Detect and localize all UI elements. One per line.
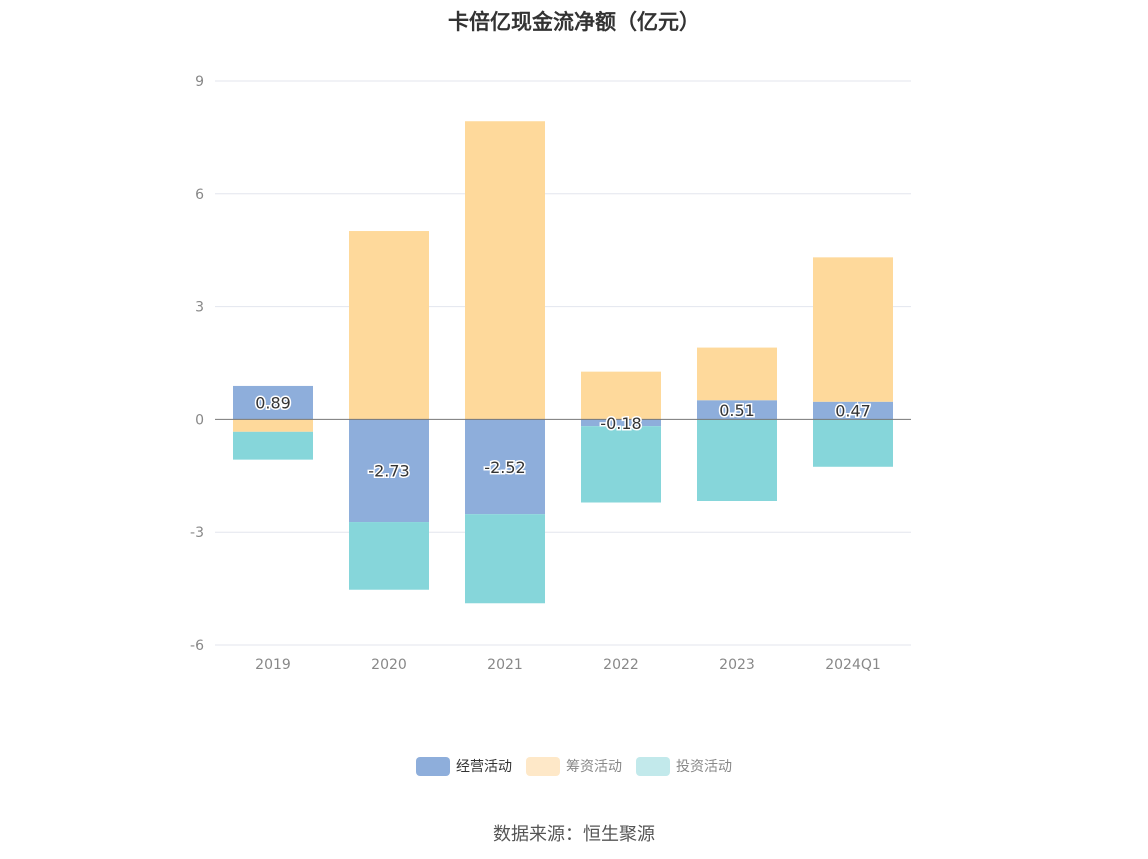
bar-operating: [233, 385, 313, 420]
source-note: 数据来源：恒生聚源: [493, 824, 655, 845]
legend-label-financing: 筹资活动: [566, 759, 622, 775]
bar-investing: [233, 431, 313, 460]
data-label: 0.51: [719, 401, 755, 420]
bar-operating: [813, 401, 893, 420]
bar-financing: [697, 347, 777, 401]
legend-swatch-operating: [416, 756, 450, 776]
legend-item-operating[interactable]: 经营活动: [416, 756, 512, 776]
bar-investing: [581, 426, 661, 503]
y-tick-label: 6: [195, 187, 204, 203]
bar-investing: [697, 419, 777, 501]
bar-financing: [465, 121, 545, 420]
data-label: -2.73: [368, 462, 409, 481]
data-label: -2.52: [484, 458, 525, 477]
data-label: -0.18: [600, 414, 641, 433]
x-tick-label: 2024Q1: [825, 657, 881, 673]
bar-operating: [465, 419, 545, 515]
y-tick-label: 0: [195, 412, 204, 428]
bar-investing: [813, 419, 893, 467]
legend-swatch-investing: [636, 756, 670, 776]
bar-financing: [349, 231, 429, 420]
data-label: 0.47: [835, 402, 871, 421]
legend-swatch-financing: [526, 756, 560, 776]
legend: 经营活动 筹资活动 投资活动: [0, 756, 1148, 776]
x-tick-label: 2023: [719, 657, 755, 673]
y-tick-label: -3: [190, 525, 204, 541]
bar-financing: [813, 257, 893, 402]
bar-operating: [349, 419, 429, 523]
bar-investing: [349, 522, 429, 590]
y-tick-label: -6: [190, 638, 204, 654]
legend-item-investing[interactable]: 投资活动: [636, 756, 732, 776]
x-tick-label: 2022: [603, 657, 639, 673]
y-tick-label: 9: [195, 74, 204, 90]
y-tick-label: 3: [195, 300, 204, 316]
chart-title: 卡倍亿现金流净额（亿元）: [448, 10, 700, 34]
legend-item-financing[interactable]: 筹资活动: [526, 756, 622, 776]
x-tick-label: 2020: [371, 657, 407, 673]
bar-investing: [465, 514, 545, 604]
bar-operating: [581, 419, 661, 427]
legend-label-operating: 经营活动: [456, 759, 512, 775]
bar-financing: [233, 419, 313, 432]
data-label: 0.89: [255, 394, 291, 413]
bar-operating: [697, 400, 777, 420]
x-tick-label: 2019: [255, 657, 291, 673]
bar-financing: [581, 371, 661, 420]
x-tick-label: 2021: [487, 657, 523, 673]
legend-label-investing: 投资活动: [676, 759, 732, 775]
